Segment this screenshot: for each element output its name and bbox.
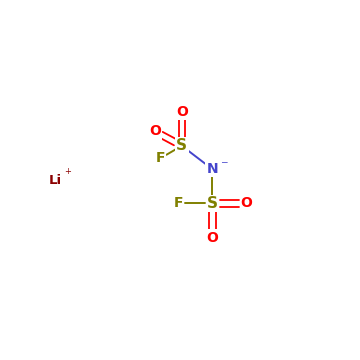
Text: O: O bbox=[149, 125, 161, 138]
Text: +: + bbox=[64, 167, 71, 176]
Text: N: N bbox=[207, 162, 218, 176]
Text: −: − bbox=[220, 157, 228, 166]
Text: Li: Li bbox=[49, 174, 62, 186]
Text: F: F bbox=[156, 152, 165, 165]
Text: S: S bbox=[207, 196, 218, 211]
Text: S: S bbox=[176, 138, 187, 153]
Text: O: O bbox=[241, 197, 252, 210]
Text: O: O bbox=[176, 105, 188, 118]
Text: F: F bbox=[174, 197, 183, 210]
Text: O: O bbox=[207, 231, 218, 244]
